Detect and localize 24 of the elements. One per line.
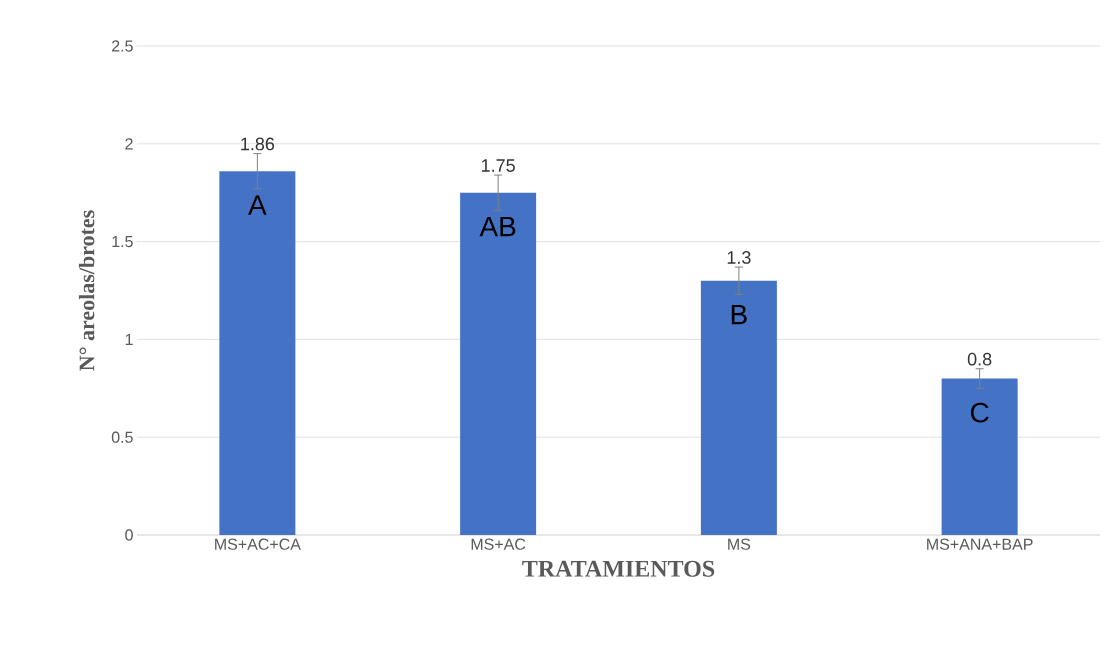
y-tick-label: 0 (125, 529, 133, 541)
bar (700, 280, 777, 535)
y-axis-title: N° areolas/brotes (78, 210, 95, 371)
x-axis-title: TRATAMIENTOS (522, 560, 715, 577)
data-label: 0.8 (967, 352, 992, 366)
annotation: C (970, 402, 989, 423)
y-tick-label: 1 (125, 333, 133, 345)
annotation: A (248, 195, 267, 215)
annotation: AB (479, 216, 516, 237)
y-tick-label: 2.5 (112, 40, 133, 52)
y-tick-label: 2 (125, 138, 133, 150)
x-tick-label: MS+AC (471, 538, 526, 550)
data-label: 1.86 (241, 137, 275, 151)
x-tick-label: MS+ANA+BAP (927, 538, 1033, 550)
data-label: 1.3 (727, 251, 751, 264)
y-tick-label: 1.5 (112, 236, 133, 248)
annotation: B (731, 304, 747, 325)
data-label: 1.75 (481, 159, 515, 172)
bar (941, 378, 1018, 535)
bar (219, 171, 296, 535)
x-tick-label: MS (728, 538, 751, 550)
y-tick-label: 0.5 (111, 431, 133, 443)
x-tick-label: MS+AC+CA (215, 538, 301, 550)
bar (460, 192, 537, 535)
